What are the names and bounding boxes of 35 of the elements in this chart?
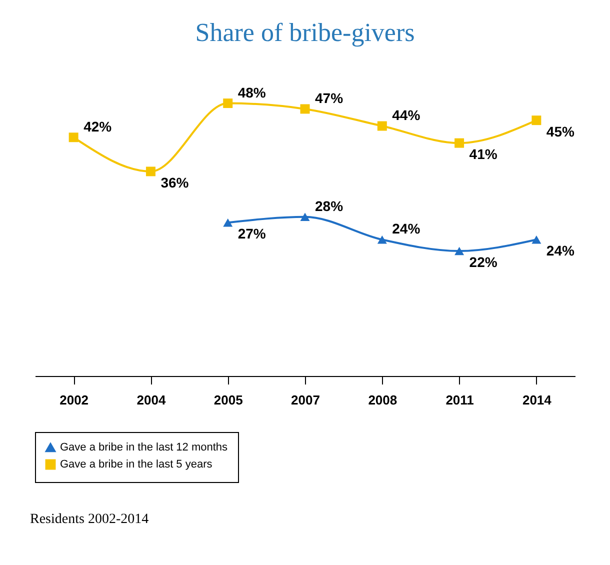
x-tick-label: 2007 bbox=[291, 392, 320, 408]
data-label: 42% bbox=[84, 118, 112, 134]
point bbox=[377, 121, 387, 131]
x-tick-label: 2005 bbox=[214, 392, 243, 408]
data-label: 44% bbox=[392, 107, 421, 123]
x-tick-label: 2004 bbox=[136, 392, 166, 408]
point bbox=[223, 98, 233, 108]
data-label: 41% bbox=[469, 146, 498, 162]
data-label: 27% bbox=[238, 226, 266, 242]
legend-label: Gave a bribe in the last 5 years bbox=[60, 458, 213, 470]
point bbox=[454, 246, 464, 256]
data-label: 47% bbox=[315, 90, 344, 106]
x-tick-label: 2014 bbox=[522, 392, 552, 408]
data-label: 36% bbox=[160, 174, 190, 190]
data-label: 45% bbox=[546, 123, 575, 140]
data-label: 24% bbox=[392, 220, 421, 237]
text: Residents 2002-2014 bbox=[30, 512, 149, 527]
point bbox=[454, 138, 464, 148]
point bbox=[300, 212, 310, 222]
x-tick-label: 2008 bbox=[368, 392, 398, 408]
data-label: 48% bbox=[238, 84, 266, 100]
point bbox=[223, 218, 233, 227]
data-label: 28% bbox=[315, 198, 344, 214]
data-label: 22% bbox=[469, 254, 498, 270]
point bbox=[146, 166, 156, 176]
x-tick-label: 2011 bbox=[446, 392, 474, 408]
point bbox=[377, 236, 387, 244]
point bbox=[300, 104, 310, 114]
point bbox=[532, 116, 542, 126]
legend-label: Gave a bribe in the last 12 months bbox=[60, 442, 228, 454]
chart-title: Share of bribe-givers bbox=[195, 18, 415, 47]
x-tick-label: 2002 bbox=[60, 392, 89, 408]
point bbox=[532, 236, 542, 244]
point bbox=[68, 132, 78, 142]
data-label: 24% bbox=[546, 242, 575, 259]
